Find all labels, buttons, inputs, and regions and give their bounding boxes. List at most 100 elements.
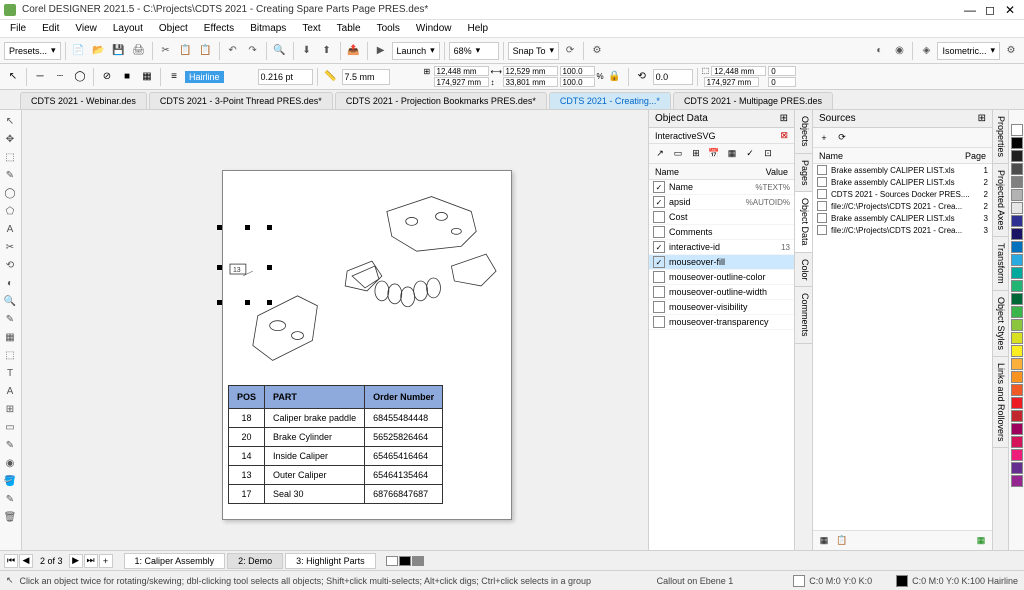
object-data-row[interactable]: ✓mouseover-fill [649,255,794,270]
od-btn-2[interactable]: ▭ [671,147,685,161]
offy-input[interactable] [768,77,796,87]
menu-object[interactable]: Object [151,21,196,36]
color-swatch[interactable] [1011,228,1023,240]
menu-effects[interactable]: Effects [196,21,242,36]
docker-tab[interactable]: Links and Rollovers [993,357,1008,449]
offx-input[interactable] [768,66,796,76]
y-input[interactable] [434,77,489,87]
od-btn-7[interactable]: ⊡ [761,147,775,161]
color-swatch[interactable] [1011,280,1023,292]
maximize-button[interactable]: ◻ [980,2,1000,18]
source-row[interactable]: file://C:\Projects\CDTS 2021 - Crea...2 [813,200,992,212]
color-swatch[interactable] [1011,397,1023,409]
color-swatch[interactable] [1011,358,1023,370]
tool-0[interactable]: ↖ [0,112,20,130]
src-refresh-button[interactable]: ⟳ [835,131,849,145]
cut-button[interactable]: ✂ [157,42,175,60]
menu-view[interactable]: View [67,21,105,36]
dimx-input[interactable] [711,66,766,76]
menu-layout[interactable]: Layout [105,21,151,36]
close-docker-icon[interactable]: ⊠ [780,130,788,141]
export-button[interactable]: ⬆ [318,42,336,60]
w-input[interactable] [503,66,558,76]
paste-button[interactable]: 📋 [197,42,215,60]
tool-21[interactable]: ✎ [0,490,20,508]
save-button[interactable]: 💾 [110,42,128,60]
tool-14[interactable]: T [0,364,20,382]
od-btn-4[interactable]: 📅 [707,147,721,161]
tool-15[interactable]: A [0,382,20,400]
line-style-1[interactable]: ─ [31,68,49,86]
color-swatch[interactable] [1011,319,1023,331]
selection-handles[interactable] [217,225,272,305]
fill-swatch[interactable] [793,575,805,587]
line-width-icon[interactable]: ≡ [165,68,183,86]
minimize-button[interactable]: — [960,2,980,18]
color-swatch[interactable] [1011,189,1023,201]
od-btn-6[interactable]: ✓ [743,147,757,161]
menu-help[interactable]: Help [460,21,497,36]
tool-3[interactable]: ✎ [0,166,20,184]
tool-17[interactable]: ▭ [0,418,20,436]
doc-tab[interactable]: CDTS 2021 - Webinar.des [20,92,147,109]
docker-menu-icon[interactable]: ⊞ [780,113,788,124]
color-swatch[interactable] [1011,384,1023,396]
page-next-button[interactable]: ▶ [69,554,83,568]
src-add-button[interactable]: + [817,131,831,145]
tool-5[interactable]: ⬠ [0,202,20,220]
od-btn-3[interactable]: ⊞ [689,147,703,161]
object-data-row[interactable]: Cost [649,210,794,225]
new-button[interactable]: 📄 [70,42,88,60]
fill-none[interactable]: ⊘ [98,68,116,86]
sy-input[interactable] [560,77,595,87]
color-swatch[interactable] [1011,215,1023,227]
color-swatch[interactable] [1011,254,1023,266]
dimy-input[interactable] [704,77,759,87]
tool-12[interactable]: ▦ [0,328,20,346]
object-data-row[interactable]: mouseover-outline-color [649,270,794,285]
object-data-row[interactable]: ✓Name%TEXT% [649,180,794,195]
color-swatch[interactable] [1011,137,1023,149]
color-swatch[interactable] [1011,163,1023,175]
options-button[interactable]: ⚙ [588,42,606,60]
tool-22[interactable]: 🗑 [0,508,20,526]
color-swatch[interactable] [1011,475,1023,487]
color-swatch[interactable] [1011,345,1023,357]
tool-4[interactable]: ◯ [0,184,20,202]
menu-window[interactable]: Window [408,21,460,36]
color-swatch[interactable] [1011,332,1023,344]
color-swatch[interactable] [1011,176,1023,188]
import-button[interactable]: ⬇ [298,42,316,60]
docker-tab[interactable]: Pages [795,154,812,193]
doc-tab[interactable]: CDTS 2021 - Multipage PRES.des [673,92,833,109]
docker-tab[interactable]: Object Styles [993,291,1008,357]
undo-button[interactable]: ↶ [224,42,242,60]
refresh-icon[interactable]: ⟳ [561,42,579,60]
hairline-label[interactable]: Hairline [185,71,224,83]
color-swatch[interactable] [1011,436,1023,448]
rotate-icon[interactable]: ⟲ [633,68,651,86]
object-data-row[interactable]: Comments [649,225,794,240]
gravity-button[interactable]: ◉ [890,42,908,60]
source-row[interactable]: Brake assembly CALIPER LIST.xls1 [813,164,992,176]
color-swatch[interactable] [1011,267,1023,279]
color-swatch[interactable] [1011,423,1023,435]
tool-20[interactable]: 🪣 [0,472,20,490]
source-row[interactable]: file://C:\Projects\CDTS 2021 - Crea...3 [813,224,992,236]
measure-icon[interactable]: 📏 [322,68,340,86]
publish-button[interactable]: 📤 [345,42,363,60]
tool-19[interactable]: ◉ [0,454,20,472]
docker-tab[interactable]: Object Data [795,192,812,253]
source-row[interactable]: Brake assembly CALIPER LIST.xls3 [813,212,992,224]
menu-edit[interactable]: Edit [34,21,67,36]
object-data-row[interactable]: ✓interactive-id13 [649,240,794,255]
redo-button[interactable]: ↷ [244,42,262,60]
pick-button[interactable]: ↖ [4,68,22,86]
zoom-dropdown[interactable]: 68%▾ [449,42,499,60]
color-swatch[interactable] [1011,202,1023,214]
doc-tab[interactable]: CDTS 2021 - Projection Bookmarks PRES.de… [335,92,547,109]
color-swatch[interactable] [1011,462,1023,474]
proj-config-button[interactable]: ⚙ [1002,42,1020,60]
canvas[interactable]: 13 POSPARTOrder Number18Caliper brake pa… [22,110,648,550]
object-data-row[interactable]: mouseover-transparency [649,315,794,330]
